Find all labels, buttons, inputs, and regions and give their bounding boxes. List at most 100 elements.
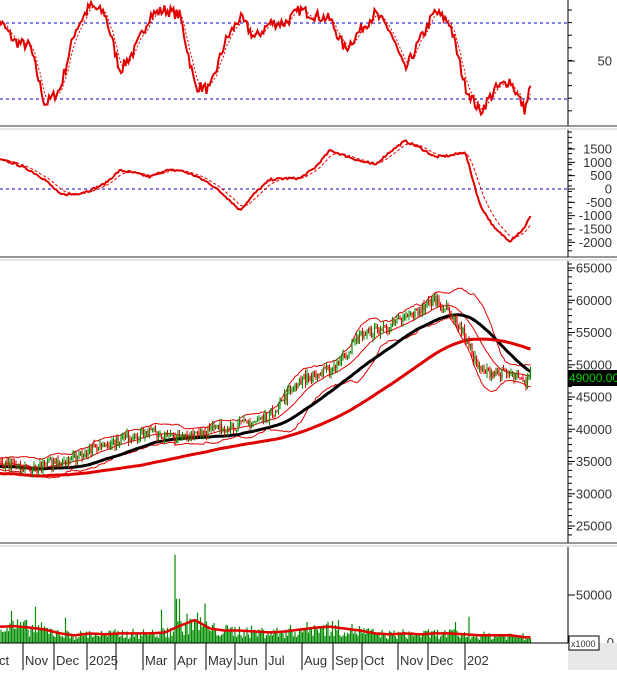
volume-bar <box>20 622 21 643</box>
candle-body <box>471 344 472 355</box>
volume-bar <box>441 635 442 643</box>
candle-body <box>395 320 396 322</box>
candle-body <box>179 434 180 437</box>
volume-panel <box>0 555 531 643</box>
volume-bar <box>351 624 352 643</box>
candle-body <box>206 435 207 436</box>
volume-bar <box>320 627 321 643</box>
volume-bar <box>72 635 73 643</box>
volume-bar <box>195 621 196 643</box>
volume-bar <box>309 628 310 643</box>
volume-bar <box>87 638 88 643</box>
candle-body <box>489 370 490 378</box>
price-panel <box>0 288 531 478</box>
candle-body <box>63 461 64 462</box>
candle-body <box>446 305 447 309</box>
volume-bar <box>12 621 13 643</box>
volume-bar <box>5 631 6 643</box>
candle-body <box>495 373 496 374</box>
candle-body <box>143 428 144 436</box>
candle-body <box>38 466 39 472</box>
volume-bar <box>54 637 55 643</box>
volume-bar <box>23 622 24 643</box>
candle-body <box>128 433 129 442</box>
volume-bar <box>377 634 378 643</box>
candle-body <box>479 366 480 368</box>
candle-body <box>332 367 333 371</box>
volume-unit-label: x1000 <box>569 636 599 650</box>
candle-body <box>335 366 336 369</box>
volume-bar <box>192 630 193 643</box>
candle-body <box>156 431 157 437</box>
candle-body <box>474 356 475 360</box>
candle-body <box>188 435 189 437</box>
candle-body <box>212 426 213 427</box>
candle-body <box>398 318 399 319</box>
volume-bar <box>495 636 496 643</box>
candle-body <box>501 369 502 379</box>
macd-line <box>0 141 531 242</box>
volume-bar <box>65 618 66 643</box>
candle-body <box>98 447 99 450</box>
candle-body <box>75 453 76 460</box>
volume-bar <box>236 637 237 643</box>
volume-bar <box>80 631 81 643</box>
candle-body <box>497 371 498 375</box>
candle-body <box>399 318 400 319</box>
volume-bar <box>462 636 463 643</box>
volume-bar <box>300 629 301 643</box>
candle-body <box>360 331 361 335</box>
candle-body <box>500 373 501 378</box>
candle-body <box>74 453 75 454</box>
volume-bar <box>305 630 306 643</box>
candle-body <box>309 376 310 380</box>
volume-bar <box>21 628 22 643</box>
volume-bar <box>27 629 28 643</box>
volume-bar <box>402 629 403 643</box>
candle-body <box>2 461 3 466</box>
candle-body <box>213 426 214 428</box>
candle-body <box>371 328 372 337</box>
volume-bar <box>482 636 483 643</box>
x-axis-label: Oct <box>364 653 385 668</box>
candle-body <box>284 394 285 400</box>
candle-body <box>257 419 258 420</box>
candle-body <box>401 318 402 321</box>
candle-body <box>444 309 445 310</box>
volume-bar <box>401 634 402 643</box>
candle-body <box>381 329 382 330</box>
candle-body <box>35 466 36 468</box>
candle-body <box>164 437 165 439</box>
volume-bar <box>470 639 471 643</box>
volume-bar <box>525 638 526 643</box>
candle-body <box>488 368 489 370</box>
candle-body <box>342 354 343 358</box>
candle-body <box>153 428 154 430</box>
volume-bar <box>227 625 228 643</box>
candle-body <box>230 426 231 432</box>
volume-bar <box>528 638 529 643</box>
volume-bar <box>393 630 394 643</box>
last-price-label: 49000.00 <box>568 370 617 386</box>
volume-bar <box>194 619 195 643</box>
candle-body <box>390 326 391 330</box>
volume-bar <box>2 632 3 643</box>
candle-body <box>320 373 321 375</box>
candle-body <box>291 391 292 392</box>
candle-body <box>450 311 451 319</box>
candle-body <box>407 315 408 316</box>
candle-body <box>23 469 24 470</box>
candle-body <box>129 439 130 441</box>
candle-body <box>281 400 282 401</box>
candle-body <box>512 373 513 374</box>
candle-body <box>155 428 156 431</box>
candle-body <box>32 471 33 475</box>
candle-body <box>60 463 61 466</box>
candle-body <box>362 331 363 338</box>
volume-bar <box>221 635 222 643</box>
candle-body <box>486 368 487 374</box>
volume-bar <box>93 636 94 643</box>
x-axis-label: Sep <box>335 653 358 668</box>
candle-body <box>87 453 88 456</box>
volume-bar <box>440 636 441 643</box>
